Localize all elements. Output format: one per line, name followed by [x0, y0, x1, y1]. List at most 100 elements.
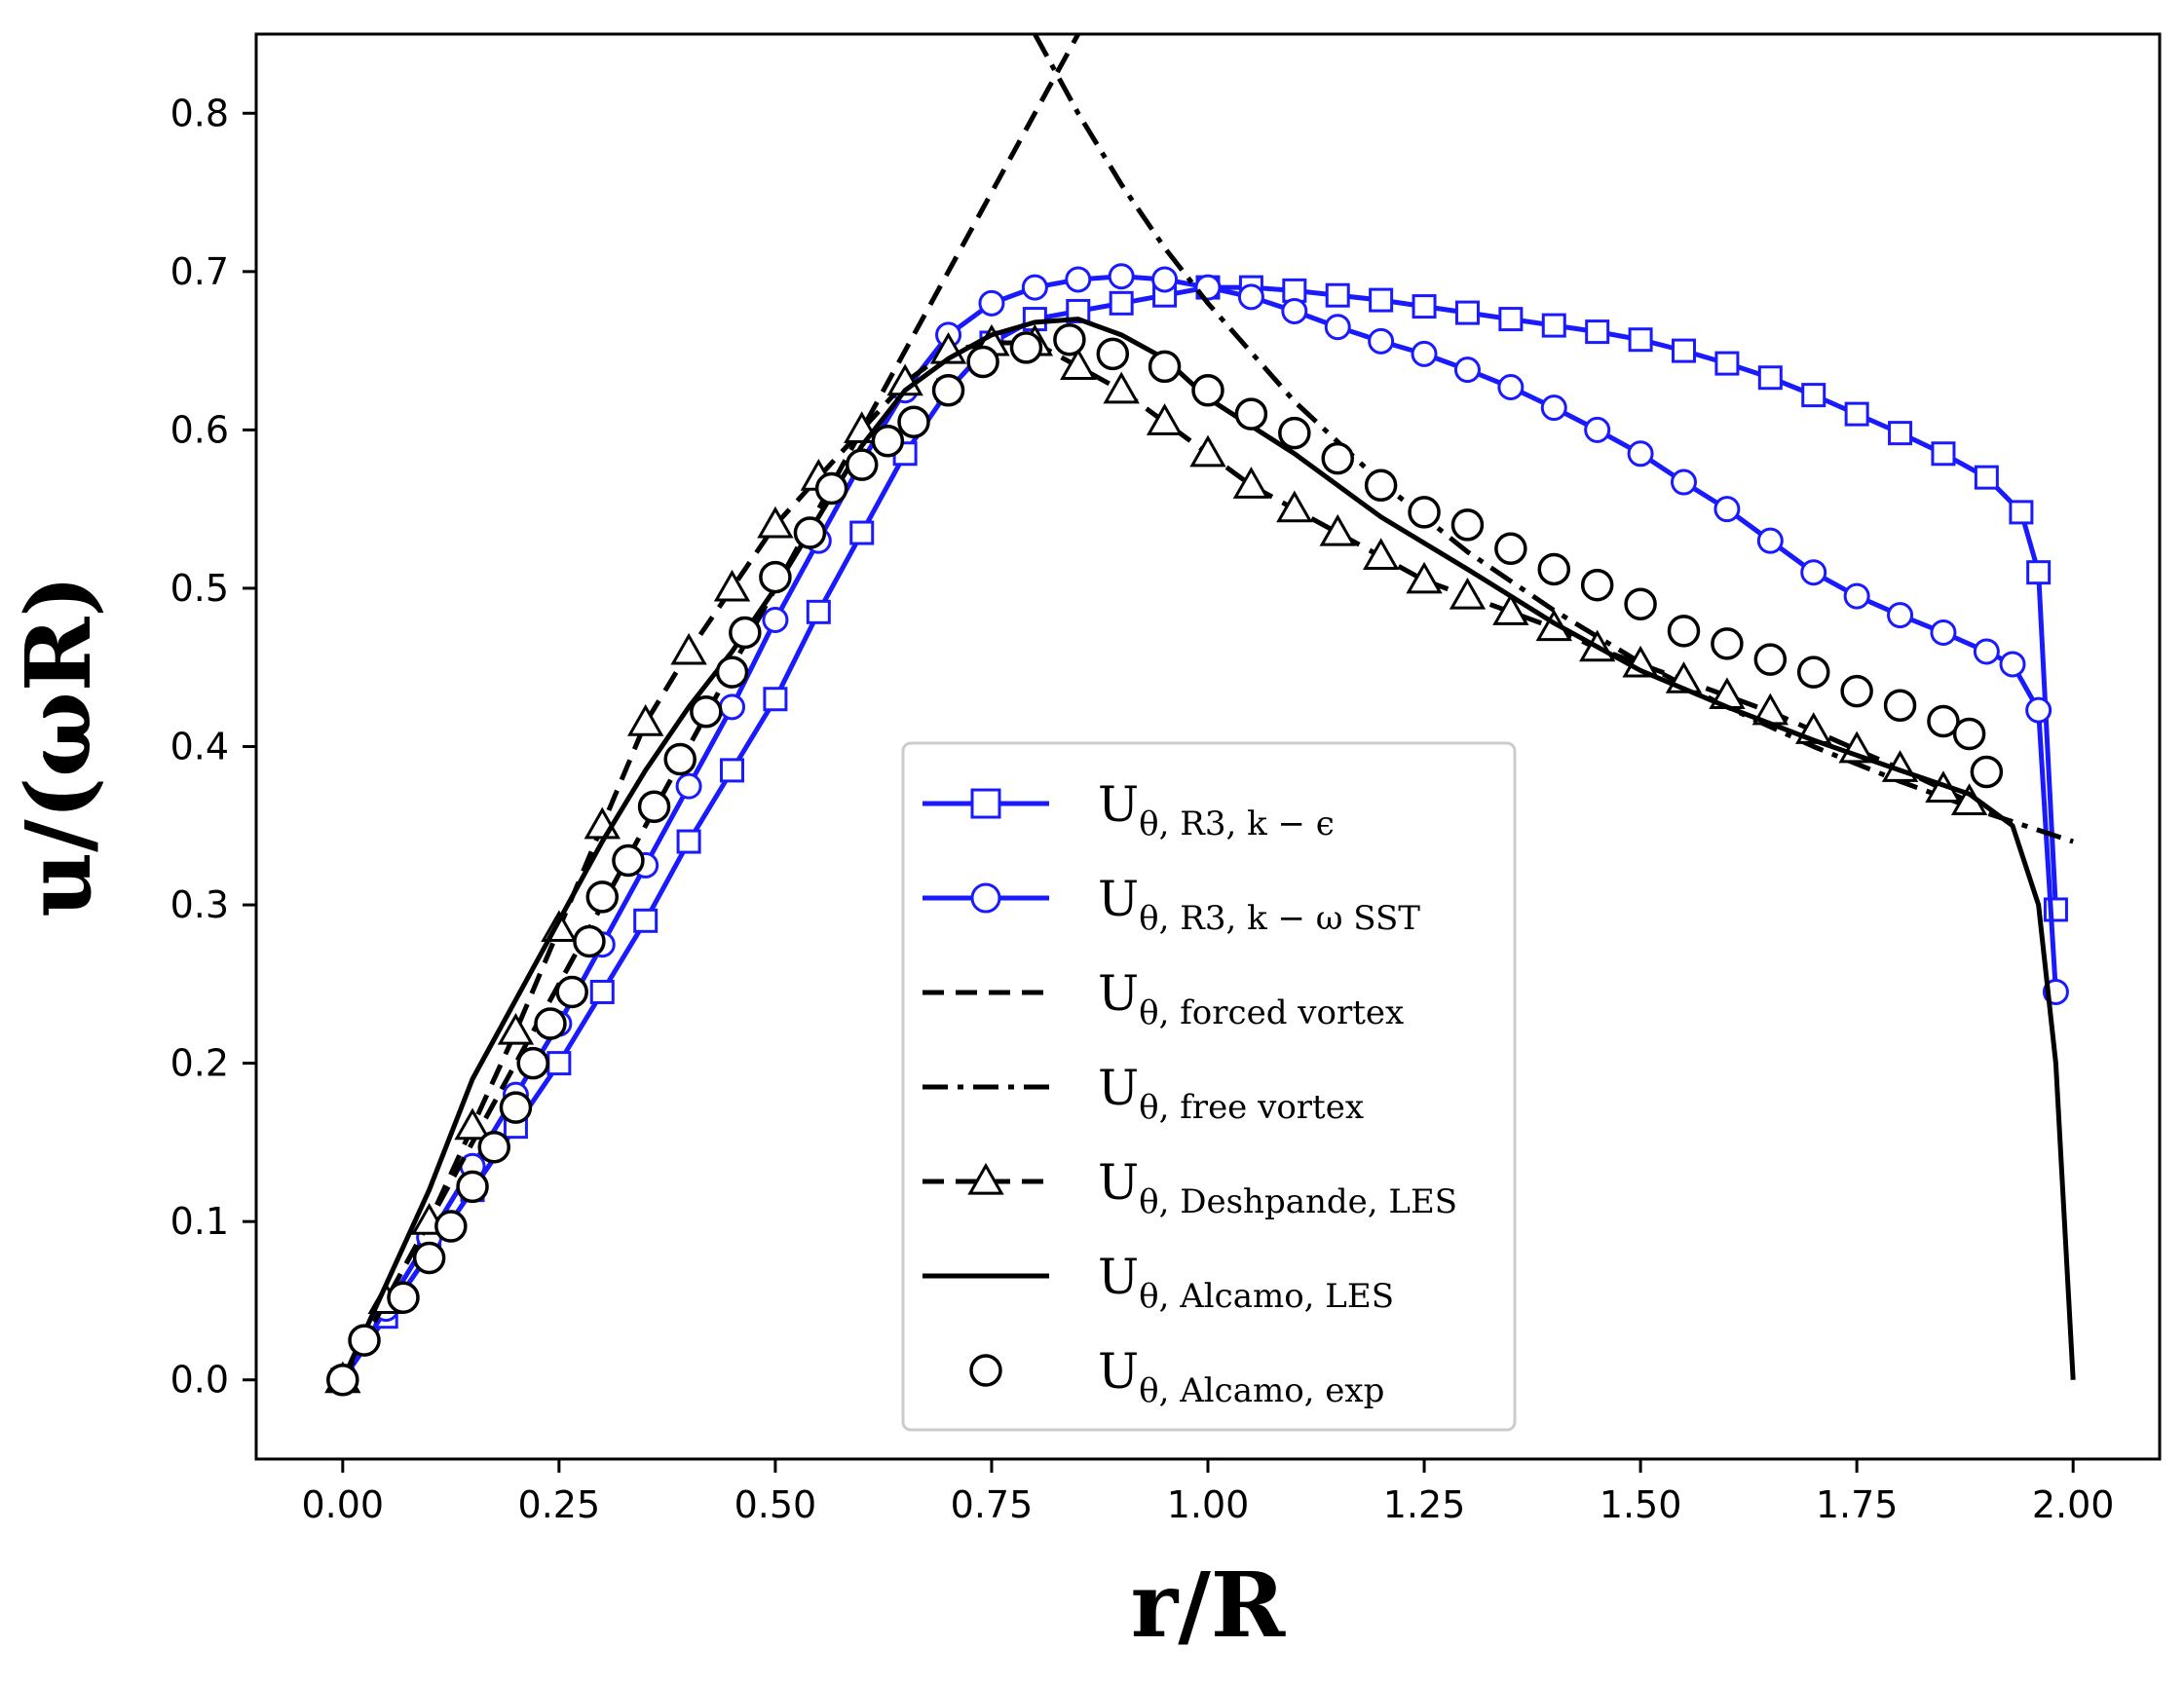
series-2-point	[1065, 266, 1092, 293]
series-7-point	[1321, 441, 1354, 475]
series-7-point	[1711, 627, 1744, 660]
series-1-point	[763, 687, 788, 712]
series-7-point	[612, 843, 645, 878]
legend-marker-swatch	[970, 882, 1001, 914]
series-7-point	[585, 880, 620, 914]
series-2-point	[1411, 340, 1438, 367]
series-1-point	[1974, 465, 1999, 490]
x-tick-label: 0.25	[518, 1483, 601, 1526]
series-7-point	[637, 790, 671, 824]
series-1-point	[633, 908, 659, 933]
series-7-point	[715, 655, 749, 689]
series-2-point	[1999, 651, 2026, 678]
series-7-point	[663, 742, 697, 776]
series-7-point	[434, 1210, 468, 1243]
series-7-point	[1450, 508, 1485, 542]
series-5-point	[713, 569, 751, 602]
y-tick-label: 0.1	[170, 1200, 229, 1243]
series-7-point	[456, 1170, 489, 1204]
series-1-point	[1369, 287, 1394, 313]
series-7-point	[534, 1007, 567, 1040]
series-2-point	[719, 693, 745, 721]
series-7-point	[793, 516, 827, 549]
series-1-point	[720, 758, 744, 783]
series-layer	[324, 34, 2076, 1397]
series-1-point	[676, 829, 701, 854]
series-5-point	[1146, 403, 1184, 435]
series-7-point	[897, 405, 930, 439]
series-7-point	[1753, 643, 1788, 676]
legend-box	[901, 741, 1517, 1432]
series-7-point	[412, 1241, 446, 1275]
legend-marker-swatch	[970, 788, 1001, 819]
series-5-point	[1189, 434, 1226, 468]
series-1-point	[1412, 294, 1437, 319]
series-1-point	[1714, 351, 1740, 376]
series-5-point	[1362, 538, 1400, 571]
x-tick-label: 0.75	[951, 1483, 1034, 1526]
series-2-point	[1151, 266, 1179, 293]
series-7-point	[1537, 552, 1571, 586]
series-7-point	[1191, 374, 1224, 407]
series-2-point	[1713, 496, 1741, 523]
legend-label: Uθ, forced vortex	[1098, 965, 1404, 1032]
legend: Uθ, R3, k − ϵ Uθ, R3, k − ω SST Uθ, forced…	[901, 741, 1517, 1432]
x-tick-label: 1.00	[1167, 1483, 1250, 1526]
legend-marker-swatch	[967, 1162, 1004, 1195]
series-5-point	[1622, 645, 1659, 678]
series-2-point	[1237, 283, 1264, 311]
series-1-point	[2009, 500, 2034, 525]
series-7-point	[1009, 331, 1043, 364]
series-7-point	[477, 1131, 510, 1164]
series-7-point	[348, 1324, 381, 1357]
x-tick-label: 1.50	[1600, 1483, 1682, 1526]
legend-item-4: Uθ, free vortex	[923, 1060, 1364, 1127]
series-7-point	[1952, 717, 1986, 751]
series-7-point	[1278, 416, 1311, 450]
series-5-point	[1449, 577, 1487, 610]
series-2-point	[1497, 373, 1525, 400]
series-7-point	[1364, 468, 1398, 503]
series-5-point	[1319, 513, 1356, 546]
series-7-point	[871, 425, 905, 458]
legend-item-5: Uθ, Deshpande, LES	[923, 1154, 1457, 1221]
series-1-point	[1844, 401, 1869, 427]
series-7	[326, 322, 2004, 1397]
series-5-point	[1276, 490, 1313, 523]
series-7-point	[387, 1281, 420, 1314]
series-2-point	[1021, 274, 1048, 301]
legend-label: Uθ, free vortex	[1098, 1060, 1364, 1127]
y-tick-label: 0.2	[170, 1042, 229, 1085]
y-axis-title: u/(ωR)	[6, 575, 111, 917]
y-tick-label: 0.5	[170, 567, 229, 610]
series-1-point	[1757, 365, 1783, 391]
series-2-point	[1108, 263, 1135, 290]
series-1-point	[1585, 319, 1610, 345]
legend-label: Uθ, Alcamo, exp	[1098, 1343, 1384, 1410]
series-2-point	[1930, 618, 1957, 646]
series-1-point	[1672, 338, 1696, 363]
series-7-point	[1408, 496, 1441, 529]
series-7-point	[845, 448, 879, 481]
series-7-point	[1667, 615, 1701, 648]
x-tick-label: 1.75	[1816, 1483, 1899, 1526]
series-5-point	[1232, 467, 1270, 499]
series-7-point	[931, 374, 965, 407]
legend-item-2: Uθ, R3, k − ω SST	[923, 871, 1420, 938]
series-2-point	[1281, 297, 1308, 324]
series-7-point	[1580, 568, 1614, 602]
series-2-point	[1843, 582, 1870, 610]
y-tick-label: 0.7	[170, 250, 229, 293]
series-2-point	[1756, 527, 1784, 554]
series-7-point	[1624, 587, 1657, 620]
series-2-point	[1324, 314, 1351, 341]
series-5-point	[1103, 371, 1140, 404]
series-2-point	[1584, 416, 1611, 443]
series-5-point	[1406, 561, 1443, 594]
series-7-point	[1234, 397, 1268, 431]
y-tick-label: 0.4	[170, 726, 229, 768]
series-7-point	[573, 924, 606, 958]
series-7-point	[499, 1091, 533, 1124]
series-5-point	[1492, 593, 1529, 625]
y-tick-label: 0.0	[170, 1359, 229, 1402]
